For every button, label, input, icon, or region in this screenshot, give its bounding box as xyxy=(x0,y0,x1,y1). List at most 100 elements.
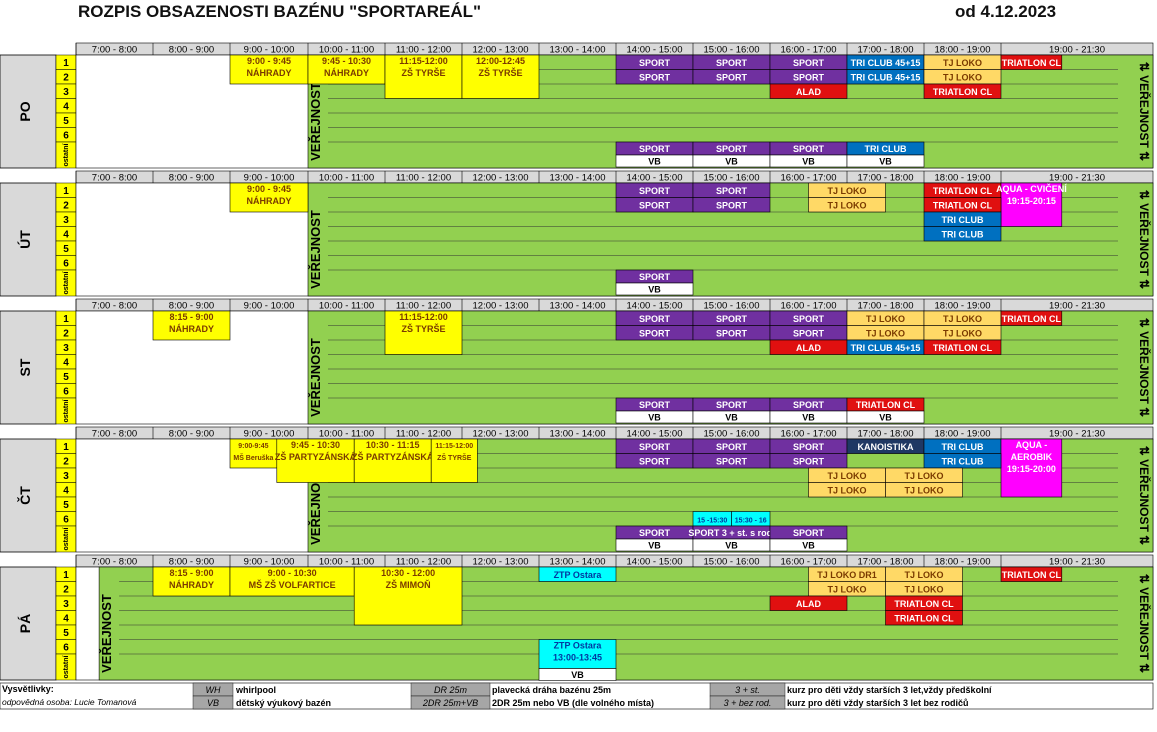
booking-label: MŠ ZŠ VOLFARTICE xyxy=(249,579,336,590)
booking-block: SPORT xyxy=(692,325,771,341)
booking-block: TRIATLON CL xyxy=(923,197,1002,213)
booking-block: TRIATLON CL xyxy=(1000,310,1063,326)
time-column-header: 11:00 - 12:00 xyxy=(396,429,451,440)
booking-label: 11:15-12:00 xyxy=(435,443,473,450)
time-header-band xyxy=(75,298,1154,312)
booking-label: 8:15 - 9:00 xyxy=(169,568,213,578)
booking-cell xyxy=(808,197,886,213)
booking-block: SPORT VB xyxy=(692,397,771,424)
time-header-band xyxy=(75,554,1154,568)
booking-cell xyxy=(538,566,617,582)
booking-label: TRI CLUB xyxy=(865,144,907,154)
vb-cell xyxy=(615,282,694,296)
booking-block: SPORT xyxy=(769,453,848,469)
booking-block: AQUA - CVIČENÍ 19:15-20:15 xyxy=(996,182,1067,227)
booking-label: 10:30 - 11:15 xyxy=(366,440,420,450)
booking-label: 9:00 - 9:45 xyxy=(247,56,291,66)
time-column-header: 11:00 - 12:00 xyxy=(396,557,451,568)
lane-number: 1 xyxy=(63,58,69,69)
booking-label: TRIATLON CL xyxy=(1002,314,1062,324)
lane-number: 1 xyxy=(63,314,69,325)
booking-label: 15:30 - 16 xyxy=(735,517,767,524)
vb-label: VB xyxy=(648,157,661,167)
booking-block: TRI CLUB xyxy=(923,453,1002,469)
legend-code: 3 + bez rod. xyxy=(724,698,772,708)
time-column-header: 18:00 - 19:00 xyxy=(935,557,991,568)
booking-label: TRI CLUB xyxy=(942,442,984,452)
schedule-title: ROZPIS OBSAZENOSTI BAZÉNU "SPORTAREÁL" xyxy=(78,2,482,21)
booking-label: SPORT xyxy=(716,314,748,324)
booking-label: 11:15-12:00 xyxy=(399,312,448,322)
booking-label: MŠ Beruška xyxy=(233,453,273,462)
booking-block: TJ LOKO xyxy=(923,325,1002,341)
booking-block: SPORT 3 + st. s rod. VB xyxy=(688,525,775,552)
time-header-band xyxy=(75,426,1154,440)
booking-cell xyxy=(353,438,432,483)
time-column-header: 14:00 - 15:00 xyxy=(627,429,683,440)
booking-label: SPORT xyxy=(639,72,671,82)
time-column-header: 11:00 - 12:00 xyxy=(396,45,451,56)
booking-block: TJ LOKO xyxy=(808,482,886,498)
lane-number: 5 xyxy=(63,116,69,127)
booking-cell xyxy=(229,54,309,85)
booking-label: SPORT xyxy=(639,58,671,68)
booking-label: AQUA - xyxy=(1016,440,1048,450)
lane-number: 4 xyxy=(63,486,69,497)
lane-number: 1 xyxy=(63,186,69,197)
booking-cell xyxy=(384,54,463,99)
time-column-header: 10:00 - 11:00 xyxy=(319,173,374,184)
booking-block: SPORT VB xyxy=(692,141,771,168)
time-column-header: 16:00 - 17:00 xyxy=(781,45,837,56)
booking-label: TRI CLUB xyxy=(942,229,984,239)
booking-block: SPORT xyxy=(692,182,771,198)
time-column-header: 13:00 - 14:00 xyxy=(550,301,606,312)
booking-block: SPORT xyxy=(769,325,848,341)
booking-block: 15 -15:30 xyxy=(692,511,732,527)
legend: Vysvětlivky: odpovědná osoba: Lucie Toman… xyxy=(0,682,1154,710)
public-label-right: ⇅ VEŘEJNOST ⇅ xyxy=(1137,446,1152,545)
booking-cell xyxy=(1000,182,1063,227)
booking-label: 13:00-13:45 xyxy=(553,653,602,663)
booking-label: TRI CLUB xyxy=(942,215,984,225)
vb-cell xyxy=(538,668,617,681)
booking-label: ALAD xyxy=(796,343,821,353)
time-column-header: 9:00 - 10:00 xyxy=(244,429,295,440)
time-column-header: 16:00 - 17:00 xyxy=(781,173,837,184)
booking-label: SPORT xyxy=(639,186,671,196)
booking-block: SPORT VB xyxy=(615,397,694,424)
booking-label: ZŠ PARTYZÁNSKÁ xyxy=(275,451,357,462)
booking-block: SPORT xyxy=(769,54,848,70)
time-column-header: 17:00 - 18:00 xyxy=(858,45,914,56)
vb-label: VB xyxy=(725,541,738,551)
booking-label: NÁHRADY xyxy=(247,196,292,206)
booking-block: TRI CLUB VB xyxy=(846,141,925,168)
booking-label: SPORT 3 + st. s rod. xyxy=(688,528,774,538)
vb-label: VB xyxy=(802,413,815,423)
booking-label: SPORT xyxy=(716,186,748,196)
booking-label: SPORT xyxy=(793,400,825,410)
time-column-header: 17:00 - 18:00 xyxy=(858,173,914,184)
booking-label: TRIATLON CL xyxy=(933,87,993,97)
time-column-header: 7:00 - 8:00 xyxy=(92,301,137,312)
booking-label: SPORT xyxy=(639,442,671,452)
booking-label: SPORT xyxy=(793,528,825,538)
booking-block: SPORT VB xyxy=(769,525,848,552)
lane-number: 3 xyxy=(63,599,69,610)
time-column-header: 9:00 - 10:00 xyxy=(244,301,295,312)
time-column-header: 18:00 - 19:00 xyxy=(935,429,991,440)
time-column-header: 8:00 - 9:00 xyxy=(169,45,214,56)
booking-label: TRIATLON CL xyxy=(894,599,954,609)
booking-label: TRIATLON CL xyxy=(933,343,993,353)
booking-block: TRI CLUB xyxy=(923,438,1002,454)
lane-number: 3 xyxy=(63,215,69,226)
booking-block: SPORT VB xyxy=(615,141,694,168)
booking-block: 9:45 - 10:30 NÁHRADY xyxy=(307,54,386,85)
booking-block: ZTP Ostara 13:00-13:45 VB xyxy=(538,639,617,681)
booking-block: SPORT VB xyxy=(769,397,848,424)
booking-label: SPORT xyxy=(716,442,748,452)
vb-label: VB xyxy=(571,670,584,680)
day-name: PO xyxy=(17,101,33,121)
